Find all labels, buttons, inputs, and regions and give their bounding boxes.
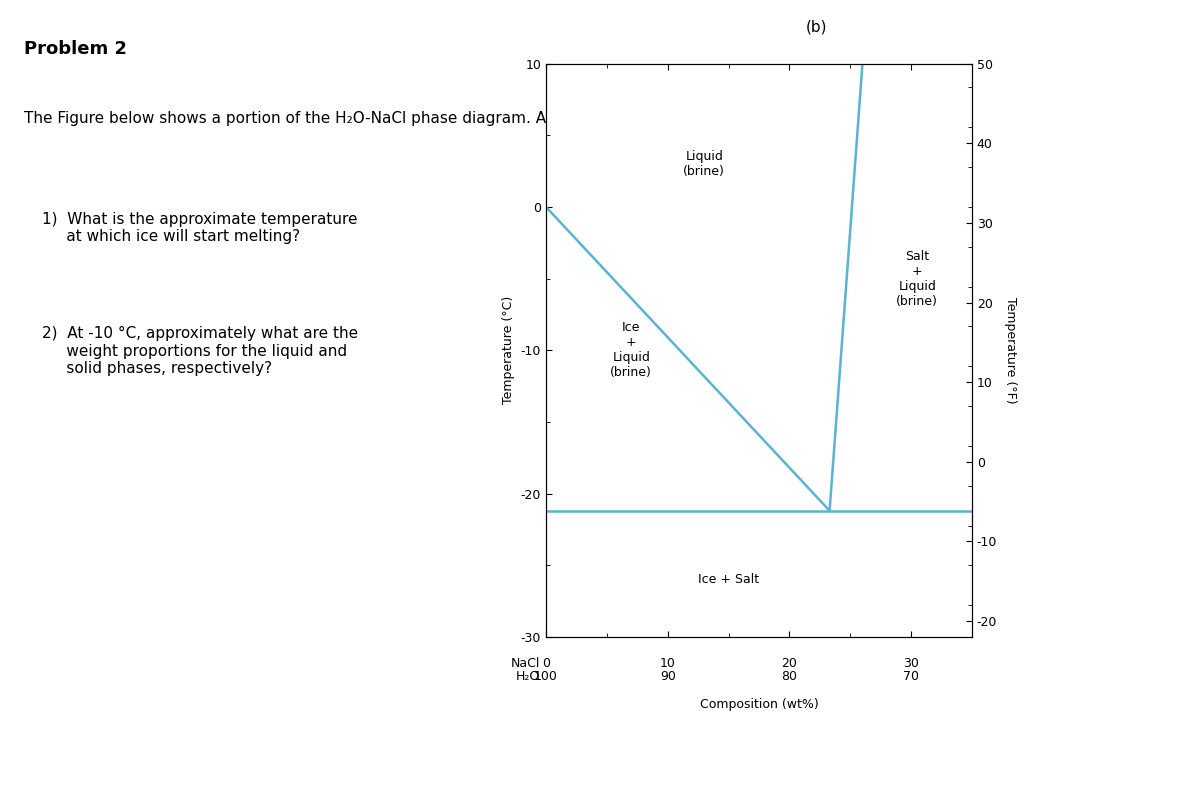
Text: The Figure below shows a portion of the H₂O-NaCl phase diagram. At a salt compos: The Figure below shows a portion of the …: [24, 111, 760, 127]
Text: Salt
+
Liquid
(brine): Salt + Liquid (brine): [896, 250, 938, 307]
Text: 0: 0: [542, 657, 550, 669]
Text: Ice + Salt: Ice + Salt: [698, 573, 760, 586]
Text: 80: 80: [781, 670, 798, 683]
Text: H₂O: H₂O: [516, 670, 540, 683]
Text: 20: 20: [781, 657, 797, 669]
Text: Composition (wt%): Composition (wt%): [700, 698, 818, 711]
Text: 2)  At -10 °C, approximately what are the
     weight proportions for the liquid: 2) At -10 °C, approximately what are the…: [42, 326, 359, 377]
Text: 100: 100: [534, 670, 558, 683]
Text: (b): (b): [805, 20, 827, 35]
Y-axis label: Temperature (°C): Temperature (°C): [503, 296, 515, 404]
Text: Problem 2: Problem 2: [24, 40, 127, 58]
Y-axis label: Temperature (°F): Temperature (°F): [1003, 297, 1016, 404]
Text: Ice
+
Liquid
(brine): Ice + Liquid (brine): [611, 322, 652, 379]
Text: 10: 10: [660, 657, 676, 669]
Text: 1)  What is the approximate temperature
     at which ice will start melting?: 1) What is the approximate temperature a…: [42, 212, 358, 244]
Text: 30: 30: [904, 657, 919, 669]
Text: 90: 90: [660, 670, 676, 683]
Text: Liquid
(brine): Liquid (brine): [683, 150, 725, 178]
Text: NaCl: NaCl: [511, 657, 540, 669]
Text: 70: 70: [904, 670, 919, 683]
